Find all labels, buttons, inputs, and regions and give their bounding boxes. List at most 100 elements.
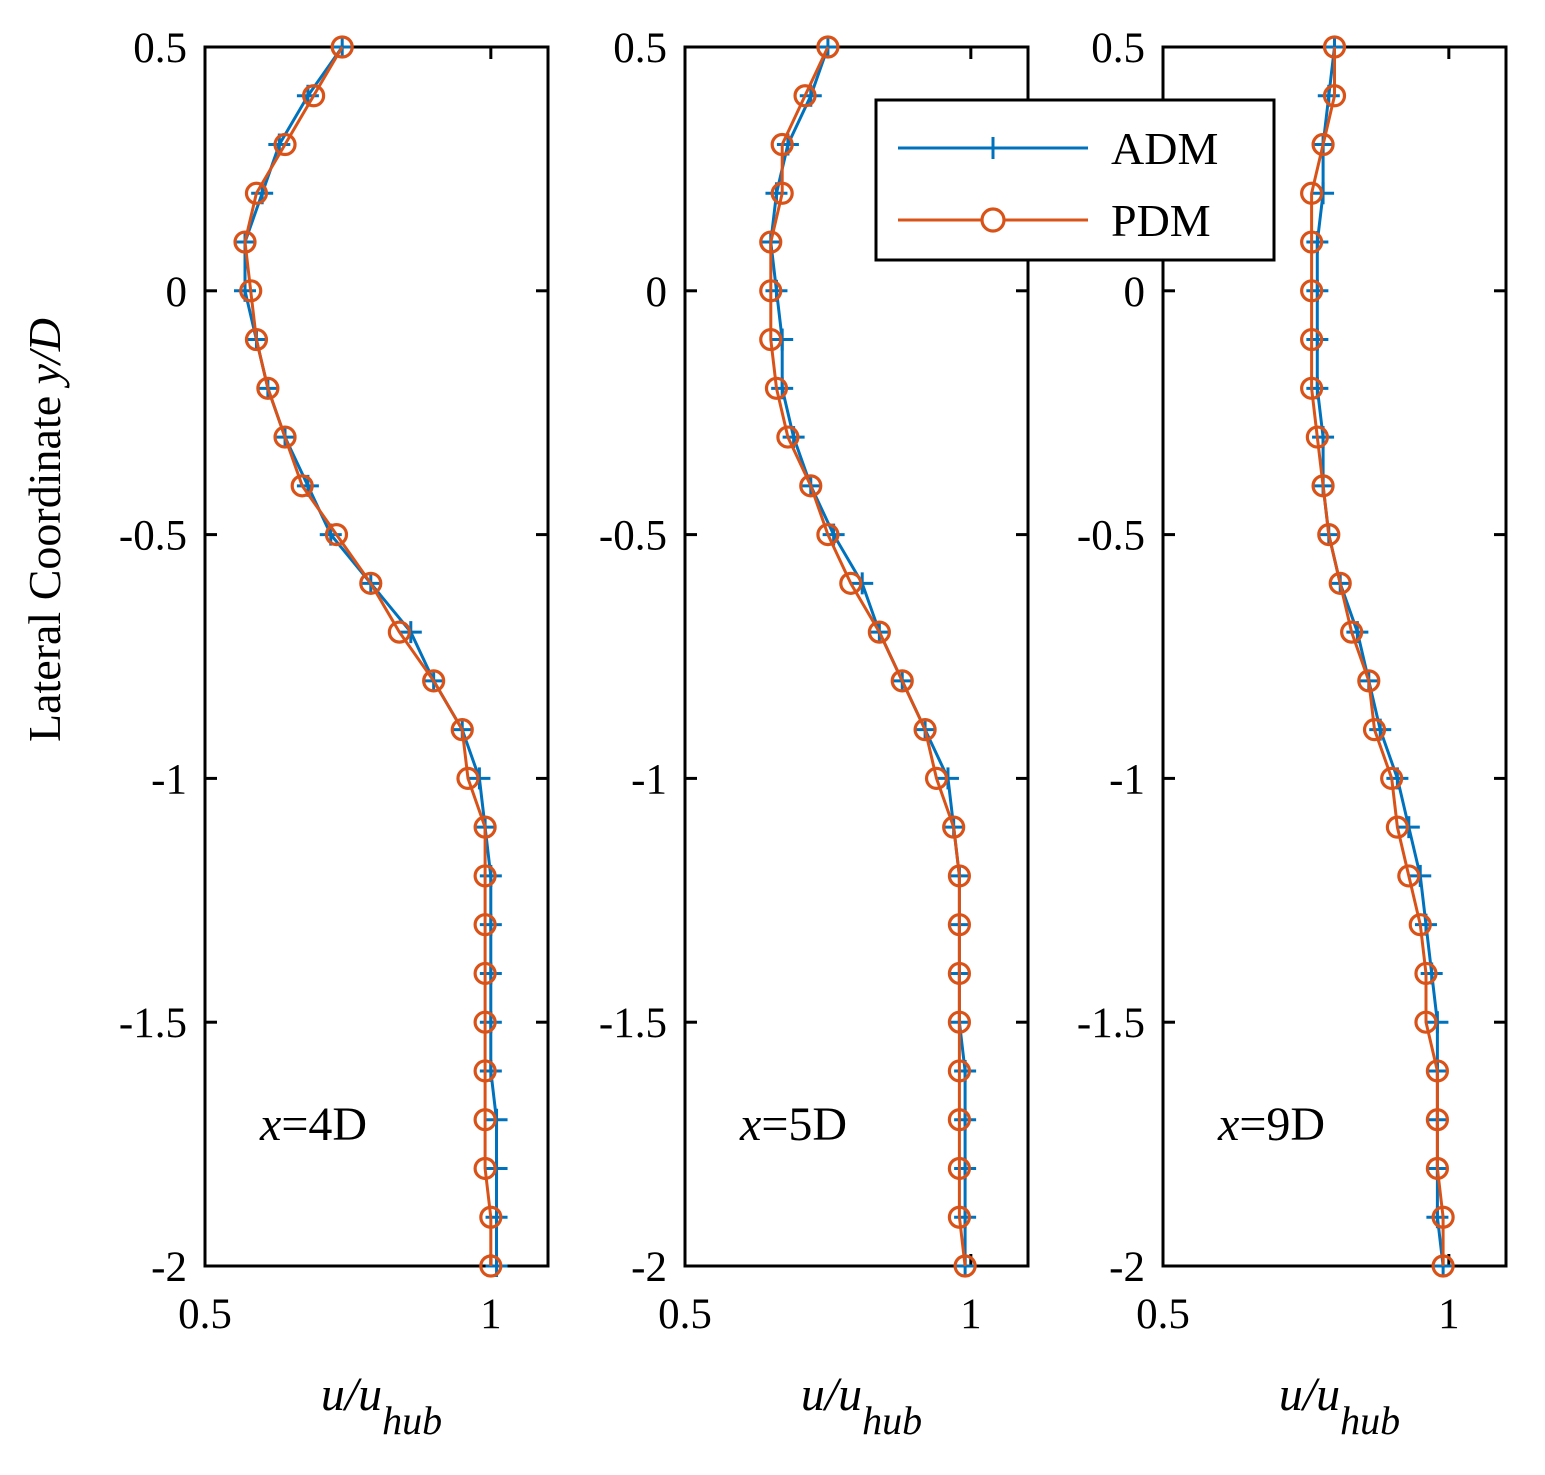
series-line-pdm — [243, 46, 493, 1266]
data-point-pdm — [947, 864, 972, 888]
x-axis-label: u/uhub — [321, 1368, 442, 1443]
panel-annotation: x=9D — [1217, 1098, 1325, 1151]
data-point-pdm — [947, 1010, 972, 1034]
legend-entry-adm: ADM — [898, 123, 1218, 174]
data-point-pdm — [816, 35, 840, 59]
x-axis-label-base: u/u — [321, 1368, 382, 1421]
y-tick-label: -1.5 — [1077, 1000, 1145, 1047]
legend: ADM PDM — [874, 98, 1276, 262]
data-point-pdm — [244, 181, 269, 205]
data-point-pdm — [942, 815, 966, 839]
data-point-pdm — [770, 181, 794, 205]
data-point-pdm — [233, 230, 257, 254]
y-tick-label: -1.5 — [119, 1000, 187, 1047]
panel-annotation-value: =5D — [761, 1098, 847, 1151]
x-tick-label: 1 — [960, 1291, 982, 1338]
data-point-pdm — [1322, 35, 1347, 59]
data-point-pdm — [473, 1156, 497, 1181]
series-pdm — [759, 35, 977, 1278]
series-line-pdm — [1310, 47, 1445, 1266]
y-tick-label: -2 — [151, 1244, 187, 1291]
series-line-adm — [1315, 46, 1445, 1267]
panel-annotation: x=5D — [739, 1098, 847, 1151]
data-point-pdm — [1380, 766, 1404, 791]
data-point-pdm — [473, 864, 497, 888]
panel-annotation: x=4D — [259, 1098, 367, 1151]
y-tick-label: -1 — [151, 756, 187, 803]
data-point-pdm — [1300, 327, 1324, 352]
y-tick-label: 0 — [1124, 269, 1146, 316]
legend-label: PDM — [1111, 195, 1211, 246]
data-point-pdm — [1311, 474, 1335, 498]
series-pdm — [233, 35, 503, 1278]
data-point-pdm — [1431, 1205, 1455, 1229]
y-tick-label: -0.5 — [119, 513, 187, 560]
y-tick-label: -0.5 — [1077, 513, 1145, 560]
x-tick-label: 0.5 — [178, 1291, 232, 1338]
data-point-pdm — [244, 327, 269, 352]
data-point-pdm — [816, 522, 840, 547]
data-point-pdm — [1357, 669, 1381, 693]
data-point-pdm — [799, 474, 823, 498]
data-point-pdm — [1300, 279, 1324, 303]
data-point-pdm — [1300, 230, 1324, 254]
data-point-pdm — [1431, 1254, 1455, 1278]
x-axis-label-sub: hub — [862, 1398, 922, 1443]
y-axis-label-main: Lateral Coordinate — [19, 384, 70, 742]
data-point-pdm — [759, 230, 783, 254]
data-point-pdm — [1414, 961, 1438, 986]
data-point-pdm — [947, 913, 972, 937]
data-point-pdm — [359, 571, 383, 595]
x-axis-label-sub: hub — [1340, 1398, 1400, 1443]
data-point-pdm — [1328, 571, 1352, 595]
data-point-pdm — [473, 1010, 497, 1034]
data-point-pdm — [947, 1108, 972, 1132]
series-line-adm — [243, 46, 498, 1266]
x-axis-label: u/uhub — [1279, 1368, 1400, 1443]
data-point-pdm — [759, 327, 783, 352]
data-point-pdm — [947, 1205, 972, 1229]
data-point-adm — [816, 36, 839, 58]
data-point-pdm — [1425, 1059, 1450, 1083]
y-tick-label: 0.5 — [133, 25, 187, 72]
legend-marker — [980, 207, 1006, 233]
data-point-pdm — [947, 961, 972, 986]
data-point-pdm — [947, 1059, 972, 1083]
axes-box — [203, 45, 550, 1268]
data-point-pdm — [479, 1254, 503, 1278]
data-point-pdm — [1317, 522, 1341, 547]
data-point-pdm — [256, 376, 280, 400]
series-adm — [1306, 36, 1455, 1277]
panel-annotation-var: x — [1217, 1098, 1239, 1151]
y-axis-label-var: y/D — [19, 318, 70, 388]
data-point-pdm — [1414, 1010, 1438, 1034]
panel-annotation-var: x — [259, 1098, 281, 1151]
data-point-pdm — [450, 718, 474, 742]
panel-annotation-var: x — [739, 1098, 761, 1151]
series-adm — [234, 36, 508, 1277]
data-point-pdm — [1362, 718, 1387, 742]
data-point-pdm — [759, 279, 783, 303]
data-point-pdm — [273, 132, 297, 157]
x-axis-label-sub: hub — [382, 1398, 442, 1443]
data-point-pdm — [839, 571, 863, 595]
data-point-pdm — [473, 815, 497, 839]
data-point-pdm — [947, 1156, 972, 1181]
data-point-pdm — [387, 620, 411, 644]
y-tick-label: 0 — [166, 269, 188, 316]
data-point-pdm — [473, 1059, 497, 1083]
x-axis-label-base: u/u — [1279, 1368, 1340, 1421]
data-point-pdm — [290, 474, 314, 498]
data-point-pdm — [953, 1254, 977, 1278]
data-point-pdm — [473, 961, 497, 986]
data-point-pdm — [273, 425, 297, 449]
data-point-pdm — [867, 620, 891, 644]
y-tick-label: -2 — [1109, 1244, 1145, 1291]
x-axis-label-base: u/u — [801, 1368, 862, 1421]
data-point-pdm — [1340, 620, 1364, 644]
y-tick-label: 0.5 — [613, 25, 667, 72]
x-tick-label: 0.5 — [1136, 1291, 1190, 1338]
